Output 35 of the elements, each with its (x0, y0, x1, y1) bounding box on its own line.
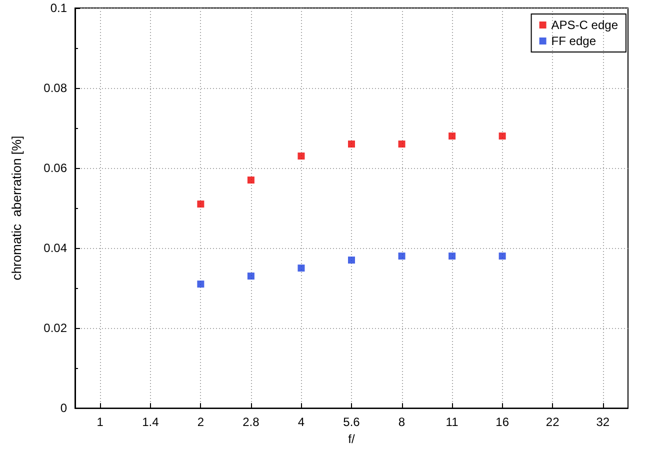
point (197, 280, 204, 288)
point (498, 132, 506, 140)
x-tick-label: 1.4 (142, 415, 160, 430)
x-tick-label: 5.6 (343, 415, 360, 430)
point (348, 256, 355, 264)
x-tick-label: 8 (398, 415, 406, 430)
y-axis-title: chromatic aberration [%] (9, 136, 24, 280)
x-tick-label: 1 (96, 415, 104, 430)
point (448, 252, 456, 260)
x-tick-label: 2 (197, 415, 204, 430)
x-tick-label: 11 (446, 415, 459, 430)
point (247, 176, 254, 184)
y-tick-label: 0.04 (44, 241, 68, 256)
y-tick-label: 0.06 (44, 161, 68, 176)
y-tick-label: 0 (60, 401, 68, 416)
point (448, 132, 456, 140)
point (398, 252, 406, 260)
legend-label: FF edge (551, 34, 596, 48)
x-tick-label: 22 (546, 415, 560, 430)
y-tick-label: 0.08 (44, 81, 68, 96)
point (398, 140, 406, 148)
point (348, 140, 355, 148)
y-tick-label: 0.1 (50, 1, 68, 15)
legend-label: APS-C edge (551, 18, 618, 32)
point (298, 152, 305, 160)
point (498, 252, 506, 260)
y-tick-label: 0.02 (44, 321, 68, 336)
x-axis-title: f/ (348, 432, 356, 446)
point (298, 264, 305, 272)
x-tick-label: 16 (496, 415, 510, 430)
x-tick-label: 32 (596, 415, 610, 430)
x-tick-label: 4 (298, 415, 305, 430)
x-tick-label: 2.8 (242, 415, 260, 430)
point (247, 272, 254, 280)
point (197, 200, 204, 208)
